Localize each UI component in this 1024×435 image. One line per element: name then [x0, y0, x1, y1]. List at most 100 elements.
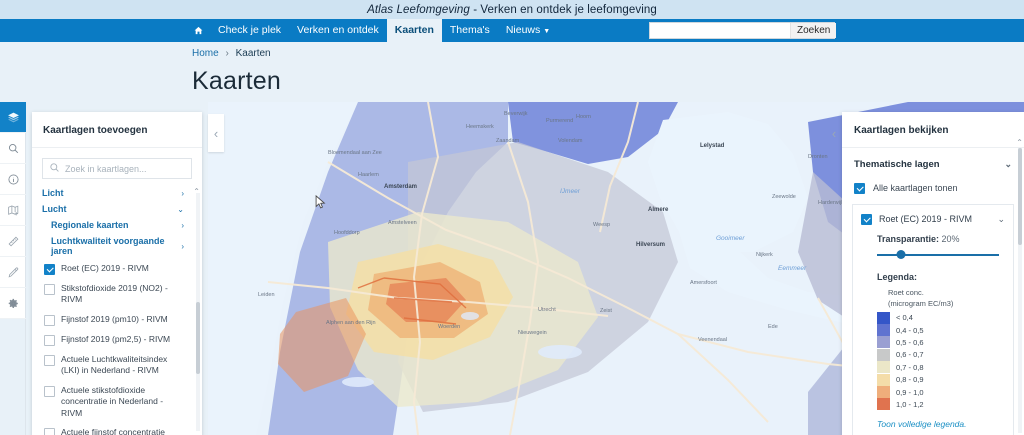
legend-title-line2: (microgram EC/m3) — [888, 299, 954, 309]
layer-checkbox[interactable] — [44, 334, 55, 346]
chevron-right-icon: › — [181, 188, 184, 198]
layer-label: Actuele stikstofdioxide concentratie in … — [61, 384, 164, 418]
slider-thumb[interactable] — [896, 250, 906, 259]
rail-button-info[interactable] — [0, 164, 26, 195]
layer-checkbox[interactable] — [44, 284, 55, 295]
layer-checkbox[interactable] — [44, 385, 55, 397]
legend-label: 0,6 - 0,7 — [896, 350, 924, 360]
nav-label: Verken en ontdek — [297, 24, 379, 37]
legend-swatch — [877, 324, 890, 337]
layer-item[interactable]: Stikstofdioxide 2019 (NO2) - RIVM — [32, 279, 194, 310]
legend-row: 0,4 - 0,5 — [877, 324, 1005, 337]
legend-label: 1,0 - 1,2 — [896, 399, 924, 409]
tree-group-lucht[interactable]: Lucht ⌄ — [32, 201, 194, 217]
page-title: Kaarten — [192, 67, 281, 95]
site-title: Atlas Leefomgeving - Verken en ontdek je… — [367, 4, 657, 16]
add-layers-panel: Kaartlagen toevoegen Licht › Lucht ⌄ — [32, 112, 202, 435]
layer-checkbox[interactable] — [44, 314, 55, 326]
chevron-down-icon: ⌄ — [1004, 159, 1012, 169]
tree-group-luchtkwaliteit-voorgaande-jaren[interactable]: Luchtkwaliteit voorgaande jaren › — [32, 233, 194, 259]
scrollbar-thumb[interactable] — [196, 302, 200, 374]
site-banner: Atlas Leefomgeving - Verken en ontdek je… — [0, 0, 1024, 19]
legend-entries: < 0,4 0,4 - 0,5 0,5 - 0,6 0,6 - 0,7 — [877, 311, 1005, 411]
tree-group-regionale-kaarten[interactable]: Regionale kaarten › — [32, 217, 194, 233]
site-search[interactable]: Zoeken — [649, 22, 837, 39]
layer-item[interactable]: Actuele Luchtkwaliteitsindex (LKI) in Ne… — [32, 350, 194, 381]
legend-row: 0,5 - 0,6 — [877, 336, 1005, 349]
nav-item-kaarten[interactable]: Kaarten — [386, 19, 442, 42]
tool-rail — [0, 102, 26, 435]
legend-row: 1,0 - 1,2 — [877, 398, 1005, 411]
home-icon[interactable] — [190, 19, 210, 42]
layer-checkbox[interactable] — [44, 428, 55, 435]
nav-item-themas[interactable]: Thema's — [442, 19, 498, 42]
layer-tree-scrollbar[interactable] — [196, 193, 200, 431]
rail-button-pencil[interactable] — [0, 257, 26, 288]
layer-search-input[interactable] — [65, 163, 185, 174]
legend-swatch — [877, 398, 890, 411]
tree-group-label: Lucht — [42, 204, 67, 214]
search-input[interactable] — [650, 23, 790, 38]
layer-checkbox[interactable] — [44, 264, 55, 275]
ruler-icon — [7, 235, 20, 248]
layers-icon — [7, 111, 20, 124]
nav-label: Check je plek — [218, 24, 282, 37]
legend-label: 0,7 - 0,8 — [896, 362, 924, 372]
rail-button-search[interactable] — [0, 133, 26, 164]
legend-swatch — [877, 336, 890, 349]
show-all-layers-row[interactable]: Alle kaartlagen tonen — [842, 178, 1024, 204]
slider-track[interactable] — [877, 254, 999, 256]
nav-item-check-je-plek[interactable]: Check je plek — [210, 19, 289, 42]
legend-title-line1: Roet conc. — [888, 288, 924, 297]
rail-button-map-add[interactable] — [0, 195, 26, 226]
collapse-left-panel-button[interactable]: ‹ — [208, 114, 224, 152]
nav-label: Kaarten — [394, 24, 434, 37]
legend-heading: Legenda: — [877, 272, 918, 282]
layer-item[interactable]: Fijnstof 2019 (pm10) - RIVM — [32, 310, 194, 330]
legend-label: 0,9 - 1,0 — [896, 387, 924, 397]
scrollbar-thumb[interactable] — [1018, 148, 1022, 245]
layer-label: Actuele fijnstof concentratie (pm10) in … — [61, 427, 165, 435]
layer-item[interactable]: Roet (EC) 2019 - RIVM — [32, 259, 194, 279]
layer-search-field[interactable] — [42, 158, 192, 179]
layer-label: Roet (EC) 2019 - RIVM — [61, 263, 149, 273]
navbar-items: Check je plek Verken en ontdek Kaarten T… — [0, 19, 1024, 42]
collapse-right-panel-button[interactable]: ‹ — [826, 114, 842, 152]
layer-item[interactable]: Actuele stikstofdioxide concentratie in … — [32, 381, 194, 423]
view-layers-panel-title: Kaartlagen bekijken — [842, 112, 1024, 148]
legend-swatch — [877, 361, 890, 374]
layer-tree-scroll[interactable]: Licht › Lucht ⌄ Regionale kaarten › Luch… — [32, 185, 202, 435]
layer-label: Fijnstof 2019 (pm10) - RIVM — [61, 313, 168, 324]
nav-item-nieuws[interactable]: Nieuws ▼ — [498, 19, 558, 42]
chevron-up-icon[interactable]: ⌃ — [1016, 138, 1023, 147]
page-header: Home › Kaarten Kaarten — [0, 42, 1024, 102]
nav-item-verken-en-ontdek[interactable]: Verken en ontdek — [289, 19, 387, 42]
right-panel-scrollbar[interactable] — [1018, 148, 1022, 433]
transparency-slider[interactable] — [877, 249, 999, 261]
show-full-legend-link[interactable]: Toon volledige legenda. — [877, 418, 967, 429]
transparency-value: 20% — [941, 234, 960, 244]
site-title-tagline: - Verken en ontdek je leefomgeving — [469, 3, 657, 16]
show-all-layers-checkbox[interactable] — [854, 183, 865, 194]
breadcrumb-home[interactable]: Home — [192, 48, 219, 59]
layer-item[interactable]: Actuele fijnstof concentratie (pm10) in … — [32, 423, 194, 435]
search-submit-button[interactable]: Zoeken — [790, 23, 837, 38]
legend-row: 0,9 - 1,0 — [877, 386, 1005, 399]
layer-item[interactable]: Fijnstof 2019 (pm2,5) - RIVM — [32, 330, 194, 350]
chevron-up-icon[interactable]: ⌃ — [193, 187, 200, 196]
tree-group-licht[interactable]: Licht › — [32, 185, 194, 201]
rail-button-layers[interactable] — [0, 102, 26, 133]
active-layer-header[interactable]: Roet (EC) 2019 - RIVM ⌄ — [861, 213, 1005, 225]
legend-label: 0,4 - 0,5 — [896, 325, 924, 335]
layer-checkbox[interactable] — [44, 354, 55, 366]
chevron-left-icon: ‹ — [831, 125, 837, 141]
nav-label: Nieuws — [505, 24, 541, 37]
chevron-left-icon: ‹ — [213, 125, 219, 141]
layer-label: Stikstofdioxide 2019 (NO2) - RIVM — [61, 283, 168, 305]
active-layer-checkbox[interactable] — [861, 214, 872, 225]
tree-group-label: Licht — [42, 188, 64, 198]
rail-button-settings[interactable] — [0, 288, 26, 319]
rail-button-ruler[interactable] — [0, 226, 26, 257]
layer-label: Fijnstof 2019 (pm2,5) - RIVM — [61, 333, 171, 344]
thematic-layers-section-header[interactable]: Thematische lagen ⌄ — [842, 148, 1024, 178]
